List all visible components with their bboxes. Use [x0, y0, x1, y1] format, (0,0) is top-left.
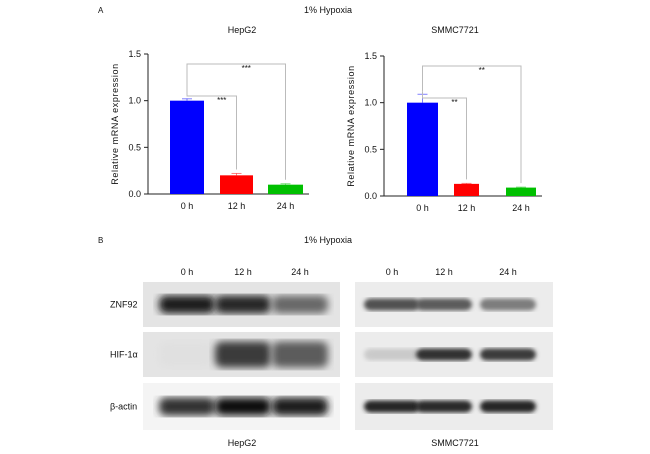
bar-0h: [407, 102, 438, 196]
lane-label: 0 h: [181, 267, 194, 277]
protein-band: [480, 348, 536, 361]
protein-band: [159, 397, 215, 416]
y-tick-label: 0.0: [364, 191, 377, 201]
protein-band: [416, 348, 472, 361]
significance-label: ***: [242, 64, 251, 73]
bar-12h: [220, 175, 253, 194]
significance-label: **: [479, 66, 485, 75]
significance-bracket: [186, 63, 286, 180]
chart-title: HepG2: [228, 25, 257, 35]
chart-title: SMMC7721: [431, 25, 479, 35]
lane-label: 24 h: [291, 267, 309, 277]
protein-band: [159, 341, 215, 368]
protein-band: [416, 400, 472, 413]
bar-24h: [506, 187, 536, 196]
significance-label: **: [451, 98, 457, 107]
protein-band: [215, 295, 271, 314]
lane-label: 12 h: [435, 267, 453, 277]
protein-band: [364, 298, 420, 311]
protein-band: [159, 295, 215, 314]
row-label: HIF-1α: [110, 350, 138, 360]
y-tick-label: 1.0: [364, 98, 377, 108]
protein-band: [215, 397, 271, 416]
panel-b-title: 1% Hypoxia: [304, 235, 352, 245]
bar-24h: [268, 184, 303, 194]
protein-band: [480, 298, 536, 311]
y-tick-label: 0.5: [128, 142, 141, 152]
x-tick-label: 24 h: [512, 203, 530, 213]
significance-bracket: [186, 95, 237, 170]
protein-band: [480, 400, 536, 413]
panel-a-letter: A: [98, 6, 104, 15]
bar-12h: [454, 183, 479, 196]
row-label: β-actin: [110, 402, 137, 412]
panel-a-title: 1% Hypoxia: [304, 5, 352, 15]
y-axis-label: Relative mRNA expression: [346, 65, 356, 186]
cell-line-label: SMMC7721: [431, 438, 479, 448]
panel-b-letter: B: [98, 236, 103, 245]
western-blot-HepG2: 0 h 12 h 24 h HepG2: [143, 267, 340, 448]
protein-band: [272, 341, 328, 368]
y-axis-label: Relative mRNA expression: [110, 63, 120, 184]
bar-0h: [170, 100, 204, 194]
y-tick-label: 1.0: [128, 96, 141, 106]
significance-label: ***: [217, 96, 226, 105]
lane-label: 0 h: [386, 267, 399, 277]
x-tick-label: 0 h: [416, 203, 429, 213]
western-blot-SMMC7721: 0 h 12 h 24 h SMMC7721: [355, 267, 553, 448]
y-tick-label: 1.5: [364, 51, 377, 61]
lane-label: 24 h: [499, 267, 517, 277]
y-tick-label: 1.5: [128, 49, 141, 59]
protein-band: [416, 298, 472, 311]
lane-label: 12 h: [234, 267, 252, 277]
significance-bracket: [422, 91, 467, 180]
row-label: ZNF92: [110, 300, 138, 310]
x-tick-label: 12 h: [228, 201, 246, 211]
y-tick-label: 0.5: [364, 144, 377, 154]
protein-band: [364, 348, 420, 361]
y-tick-label: 0.0: [128, 189, 141, 199]
protein-band: [272, 397, 328, 416]
x-tick-label: 0 h: [181, 201, 194, 211]
x-tick-label: 12 h: [458, 203, 476, 213]
bar-chart-0: HepG2 Relative mRNA expression 0.0 0.5 1.0 1.…: [110, 25, 309, 211]
bar-chart-1: SMMC7721 Relative mRNA expression 0.0 0.5 1.…: [346, 25, 542, 213]
cell-line-label: HepG2: [228, 438, 257, 448]
x-tick-label: 24 h: [277, 201, 295, 211]
significance-bracket: [422, 65, 522, 184]
protein-band: [215, 341, 271, 368]
protein-band: [272, 295, 328, 314]
protein-band: [364, 400, 420, 413]
